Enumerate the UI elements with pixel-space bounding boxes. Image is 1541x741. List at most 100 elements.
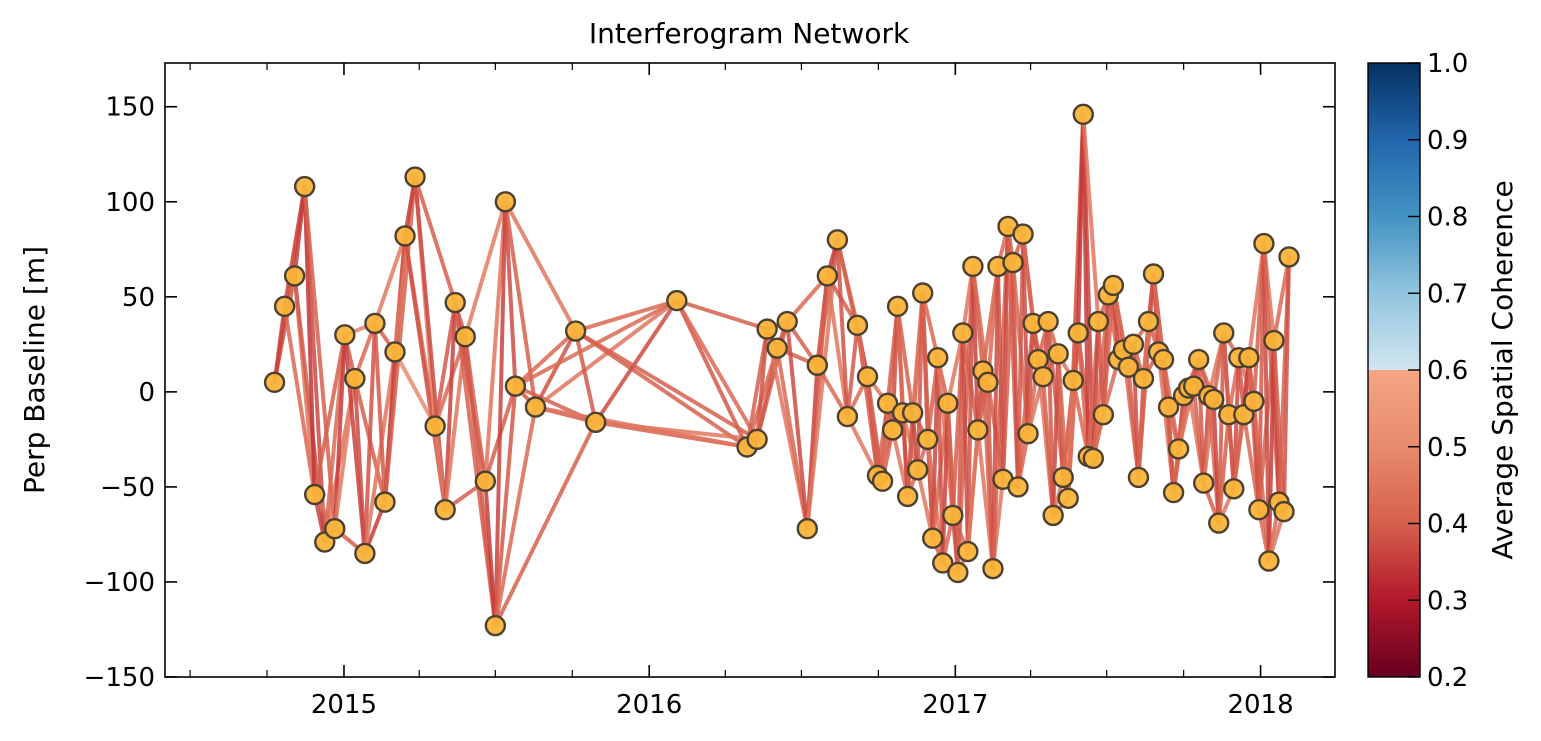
acquisition-point <box>917 428 939 451</box>
x-tick-label: 2018 <box>1227 690 1293 720</box>
acquisition-point <box>1082 447 1105 470</box>
acquisition-point <box>746 428 768 451</box>
x-axis-ticks: 2015 2016 2017 2018 <box>189 63 1294 720</box>
acquisition-point <box>404 166 426 188</box>
interferogram-pair-line <box>940 401 950 565</box>
acquisition-point <box>826 229 849 251</box>
acquisition-point <box>424 415 446 437</box>
acquisition-point <box>1203 388 1225 411</box>
acquisition-point <box>1047 343 1069 365</box>
interferogram-pair-line <box>895 304 915 415</box>
interferogram-pair-line <box>332 332 347 531</box>
acquisition-point <box>666 289 688 312</box>
acquisition-point <box>334 324 356 346</box>
interferogram-pair-line <box>292 184 307 278</box>
y-axis-ticks: −150 −100 −50 0 50 100 150 <box>84 93 1335 693</box>
interferogram-pair-line <box>533 405 750 449</box>
interferogram-pair-line <box>573 298 679 334</box>
interferogram-pair-line <box>372 321 387 505</box>
acquisition-point <box>303 483 326 506</box>
acquisition-point <box>1142 263 1165 285</box>
interferogram-pair-line <box>463 199 508 339</box>
colorbar-tick-label: 0.5 <box>1427 433 1468 463</box>
acquisition-point <box>354 542 376 565</box>
interferogram-pair-line <box>1216 412 1231 526</box>
interferogram-pair-line <box>674 298 750 449</box>
interferogram-pair-line <box>573 329 598 425</box>
acquisition-point <box>273 295 296 318</box>
acquisition-point <box>846 314 869 337</box>
x-tick-label: 2016 <box>616 690 682 720</box>
acquisition-points <box>263 103 1300 637</box>
acquisition-point <box>444 291 466 314</box>
colorbar-tick-label: 0.7 <box>1427 279 1468 309</box>
acquisition-point <box>1182 375 1205 397</box>
acquisition-point <box>1162 481 1185 504</box>
acquisition-point <box>1248 499 1270 521</box>
acquisition-point <box>504 375 527 397</box>
acquisition-point <box>1037 310 1059 333</box>
acquisition-point <box>962 255 984 278</box>
acquisition-point <box>947 561 969 584</box>
acquisition-point <box>384 341 406 363</box>
interferogram-pair-line <box>362 321 377 556</box>
acquisition-point <box>1092 403 1115 426</box>
acquisition-point <box>364 312 386 335</box>
acquisition-point <box>982 557 1004 580</box>
acquisition-point <box>1167 438 1190 460</box>
acquisition-point <box>1012 223 1034 245</box>
acquisition-point <box>1253 232 1275 255</box>
interferogram-pair-line <box>674 298 760 442</box>
acquisition-point <box>816 265 839 287</box>
acquisition-point <box>977 371 999 394</box>
acquisition-point <box>454 326 476 348</box>
acquisition-point <box>1072 103 1094 126</box>
acquisition-point <box>494 191 517 213</box>
acquisition-point <box>1137 310 1160 333</box>
acquisition-point <box>932 552 954 574</box>
interferogram-pair-line <box>312 332 347 497</box>
interferogram-pair-line <box>825 273 850 419</box>
interferogram-pair-line <box>433 300 458 429</box>
interferogram-pair-line <box>965 264 975 554</box>
interferogram-pair-line <box>845 414 880 478</box>
acquisition-point <box>871 470 894 492</box>
interferogram-pair-line <box>775 346 810 531</box>
colorbar-tick-label: 0.2 <box>1427 663 1468 693</box>
interferogram-pair-line <box>1216 330 1226 526</box>
y-tick-label: −150 <box>84 663 155 693</box>
acquisition-point <box>1278 246 1300 268</box>
interferogram-pair-line <box>785 319 810 531</box>
acquisition-point <box>1152 348 1175 371</box>
acquisition-point <box>1007 476 1029 498</box>
acquisition-point <box>836 405 859 428</box>
acquisition-point <box>293 175 316 198</box>
acquisition-point <box>1132 367 1155 390</box>
acquisition-point <box>1117 356 1140 378</box>
acquisition-point <box>1187 348 1210 371</box>
acquisition-point <box>484 614 507 637</box>
acquisition-point <box>1208 512 1230 534</box>
acquisition-point <box>911 282 934 304</box>
plot-frame <box>164 62 1336 678</box>
acquisition-point <box>952 322 974 344</box>
colorbar-tick-label: 0.6 <box>1427 356 1468 386</box>
acquisition-point <box>967 419 989 441</box>
interferogram-pair-line <box>920 291 940 360</box>
y-tick-label: 100 <box>105 188 155 218</box>
acquisition-point <box>776 310 798 333</box>
acquisition-point <box>927 346 949 369</box>
interferogram-pair-line <box>493 420 598 628</box>
acquisition-point <box>1087 310 1110 333</box>
acquisition-point <box>1067 322 1089 344</box>
acquisition-point <box>1062 369 1084 392</box>
acquisition-point <box>1017 422 1039 445</box>
acquisition-point <box>1192 472 1215 494</box>
y-tick-label: 150 <box>105 93 155 123</box>
interferogram-pair-line <box>835 237 850 419</box>
acquisition-point <box>1052 466 1074 489</box>
acquisition-point <box>524 396 547 418</box>
x-tick-label: 2017 <box>922 690 988 720</box>
interferogram-pair-line <box>362 349 397 556</box>
